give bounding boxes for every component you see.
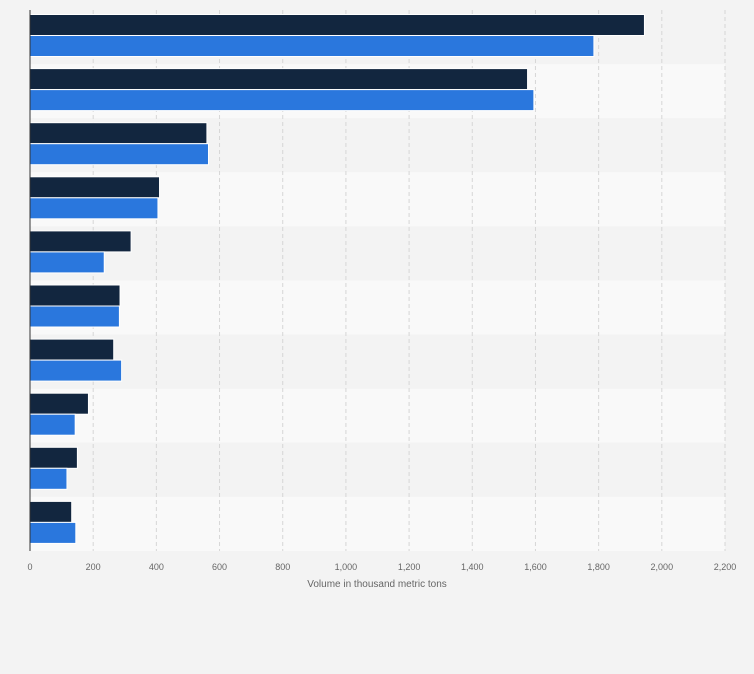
bar-series-2[interactable] (29, 521, 77, 544)
bar-series-2[interactable] (29, 305, 120, 328)
row-band (30, 280, 725, 335)
x-axis-ticks: 0 200 400 600 800 1,000 1,200 1,400 1,600 1,800 2,… (27, 562, 736, 572)
bar-series-1[interactable] (29, 284, 121, 307)
bar-series-1[interactable] (29, 392, 89, 415)
x-tick-label: 200 (86, 562, 101, 572)
row-band (30, 442, 725, 497)
gridlines (92, 10, 726, 551)
x-tick-label: 2,200 (714, 562, 737, 572)
bar-series-1[interactable] (29, 338, 115, 361)
bar-series-2[interactable] (29, 359, 123, 382)
bar-series-2[interactable] (29, 35, 595, 57)
bar-series-1[interactable] (29, 230, 132, 253)
row-band (30, 496, 725, 551)
x-axis-title: Volume in thousand metric tons (307, 579, 447, 590)
x-tick-label: 600 (212, 562, 227, 572)
bar-series-1[interactable] (29, 500, 73, 523)
bar-series-1[interactable] (29, 446, 78, 469)
bar-series-2[interactable] (29, 197, 159, 220)
bar-series-2[interactable] (29, 89, 535, 112)
bars (29, 14, 645, 544)
bar-series-2[interactable] (29, 251, 105, 274)
x-tick-label: 1,200 (398, 562, 421, 572)
x-tick-label: 1,800 (587, 562, 610, 572)
row-band (30, 388, 725, 443)
x-tick-label: 1,600 (524, 562, 547, 572)
bar-series-2[interactable] (29, 467, 68, 490)
x-tick-label: 1,000 (335, 562, 358, 572)
bar-series-1[interactable] (29, 14, 645, 36)
row-bands (30, 10, 725, 551)
row-band (30, 226, 725, 281)
x-tick-label: 1,400 (461, 562, 484, 572)
bar-series-1[interactable] (29, 176, 161, 199)
x-tick-label: 800 (275, 562, 290, 572)
bar-series-1[interactable] (29, 122, 208, 145)
bar-series-2[interactable] (29, 143, 209, 166)
row-band (30, 334, 725, 389)
x-tick-label: 400 (149, 562, 164, 572)
x-tick-label: 0 (27, 562, 32, 572)
bar-series-1[interactable] (29, 68, 529, 91)
bar-series-2[interactable] (29, 413, 76, 436)
x-tick-label: 2,000 (651, 562, 674, 572)
